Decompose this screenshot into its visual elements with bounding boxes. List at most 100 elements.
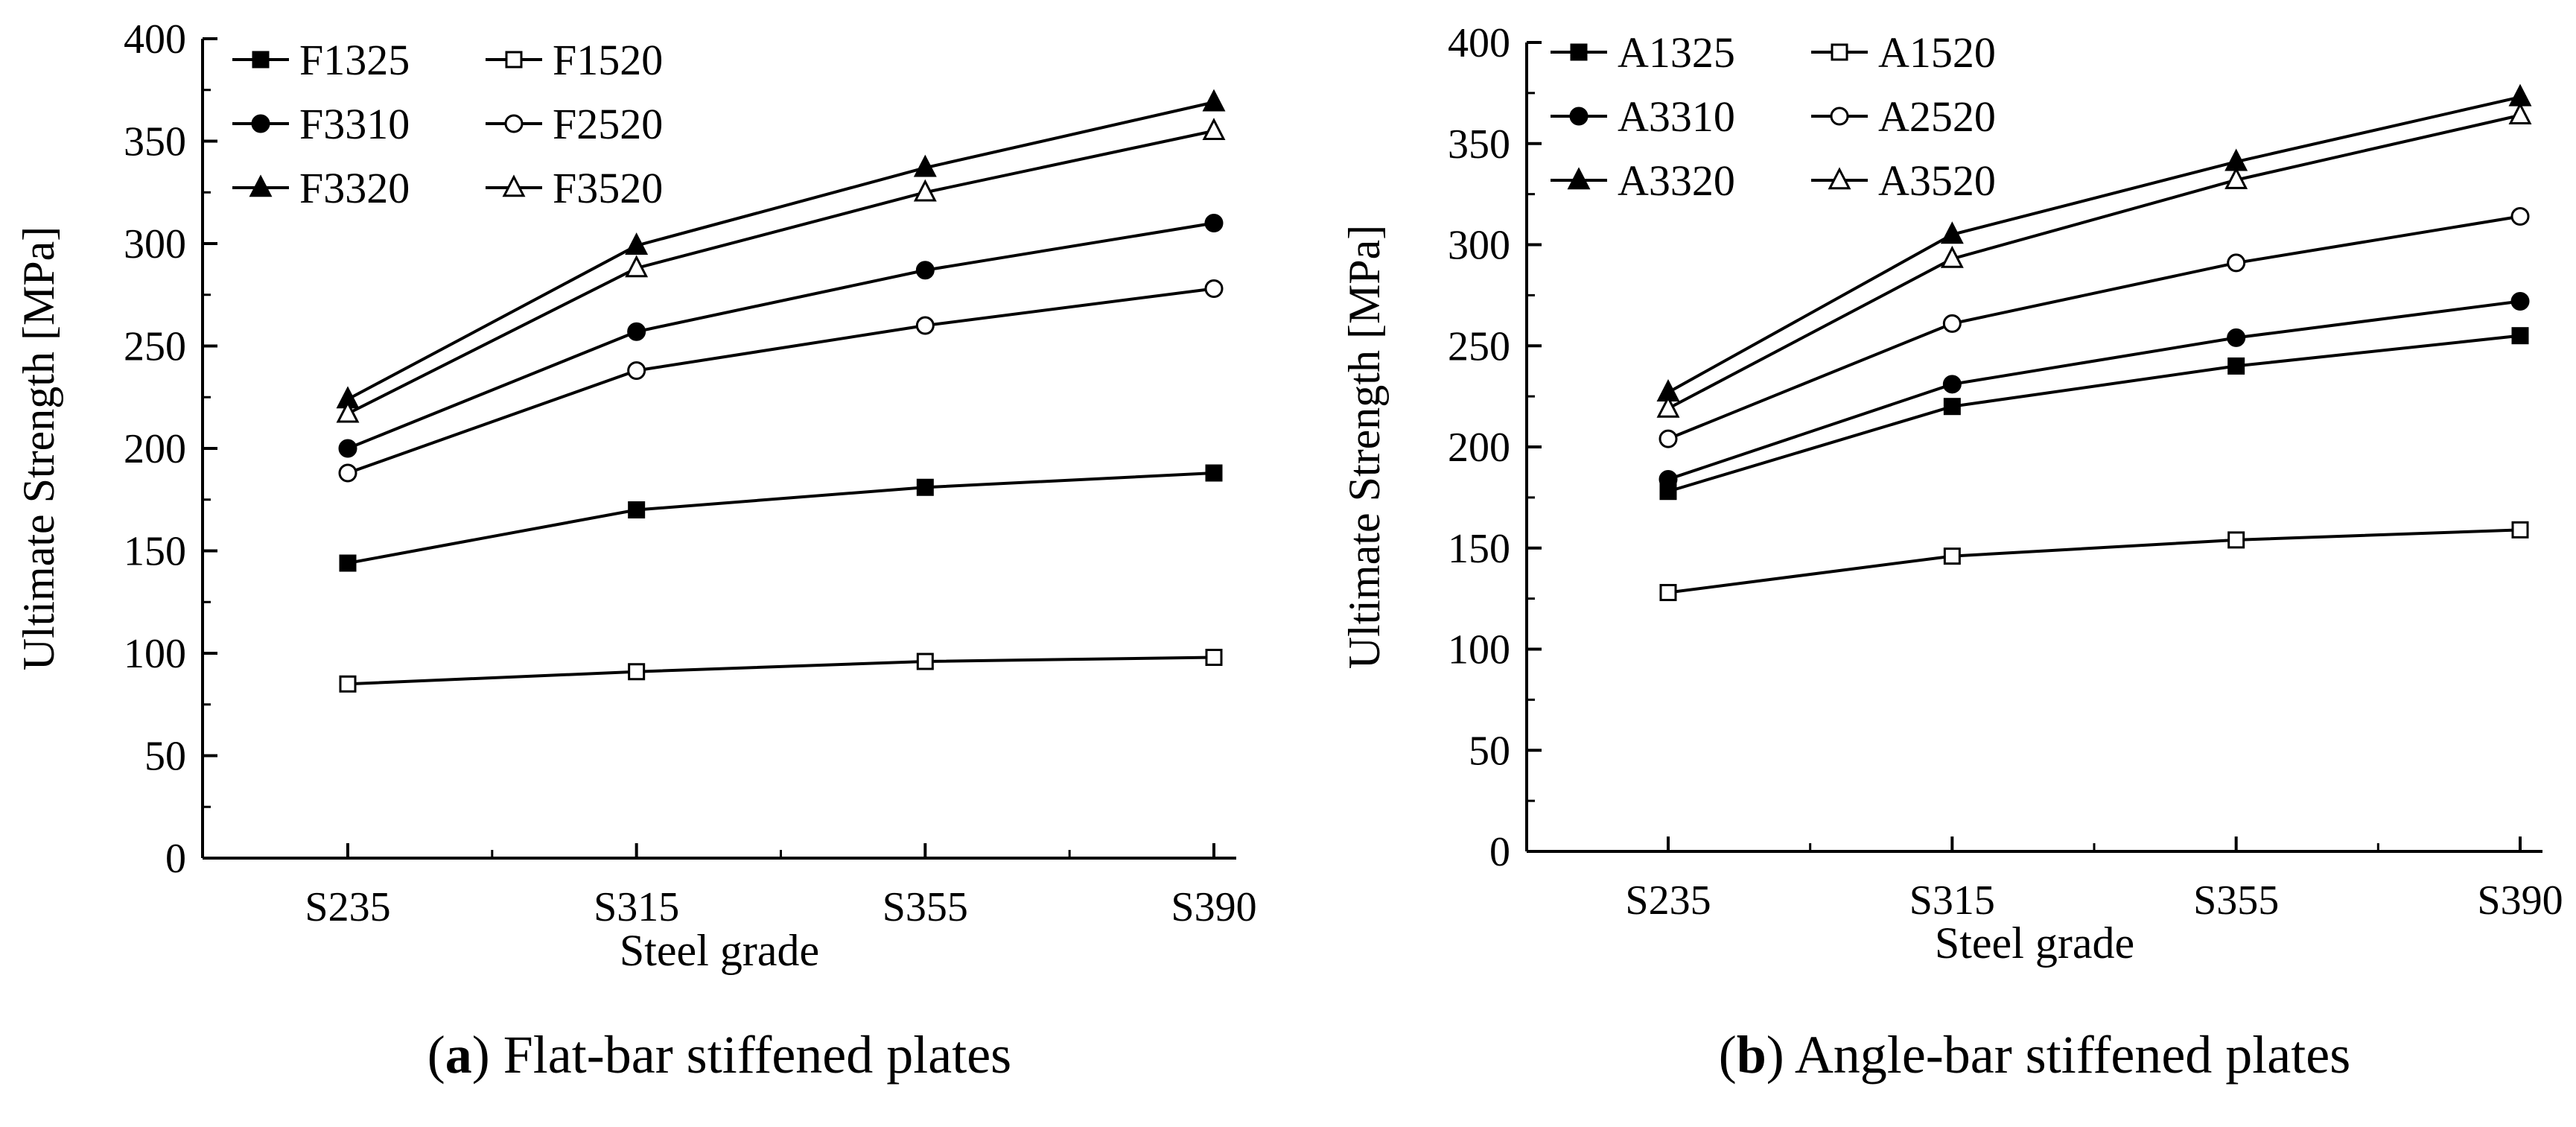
legend-marker-triangle bbox=[249, 174, 273, 197]
data-point-F1325-S235 bbox=[339, 554, 357, 572]
y-tick-label: 350 bbox=[1448, 121, 1510, 168]
legend-label: A3520 bbox=[1878, 156, 1996, 205]
panel-caption: (a) Flat-bar stiffened plates bbox=[427, 1025, 1011, 1085]
legend-item-A3520: A3520 bbox=[1811, 156, 1996, 205]
legend-marker-triangle bbox=[1567, 167, 1591, 190]
panel-a-flat-bar-chart: 0 50 100 150 200 250 300 350 400 S235 S315 S355 S390… bbox=[14, 16, 1257, 1085]
data-point-F2520-S315 bbox=[627, 361, 646, 380]
y-tick-label: 0 bbox=[1489, 829, 1510, 875]
y-tick-label: 100 bbox=[124, 631, 186, 677]
legend-label: F3310 bbox=[299, 100, 410, 148]
data-point-F3310-S355 bbox=[915, 261, 935, 280]
x-tick-label: S355 bbox=[2193, 877, 2279, 924]
y-tick-label: 100 bbox=[1448, 627, 1510, 673]
data-point-F3520-S355 bbox=[913, 179, 937, 202]
data-point-A3310-S235 bbox=[1659, 469, 1678, 489]
y-tick-label: 400 bbox=[124, 16, 186, 63]
x-tick-label: S390 bbox=[1171, 884, 1256, 930]
caption-letter: b bbox=[1737, 1025, 1766, 1085]
legend-label: F1520 bbox=[553, 36, 663, 84]
series-F3520 bbox=[336, 118, 1226, 423]
data-point-F3520-S235 bbox=[336, 400, 360, 423]
legend-label: A2520 bbox=[1878, 92, 1996, 141]
legend-label: A1520 bbox=[1878, 28, 1996, 77]
series-line-F1325 bbox=[347, 472, 1215, 565]
series-F1520 bbox=[339, 649, 1223, 693]
data-point-A3520-S315 bbox=[1940, 245, 1964, 268]
data-point-F1520-S390 bbox=[1205, 649, 1223, 666]
legend-item-A3310: A3310 bbox=[1551, 92, 1735, 141]
data-point-F3310-S235 bbox=[338, 439, 357, 458]
y-tick-label: 250 bbox=[124, 324, 186, 370]
caption-paren-open: ( bbox=[427, 1025, 445, 1085]
caption-paren-close: ) bbox=[1766, 1025, 1795, 1085]
data-point-A3520-S390 bbox=[2508, 102, 2532, 125]
data-point-A3310-S355 bbox=[2227, 328, 2246, 347]
panel-caption: (b) Angle-bar stiffened plates bbox=[1719, 1025, 2350, 1085]
data-point-F2520-S235 bbox=[338, 463, 357, 483]
data-point-A2520-S315 bbox=[1942, 314, 1962, 333]
x-tick-label: S390 bbox=[2477, 877, 2563, 924]
data-point-A3320-S315 bbox=[1940, 221, 1964, 244]
data-point-F1325-S315 bbox=[628, 501, 646, 518]
legend-item-F3320: F3320 bbox=[232, 164, 410, 212]
data-point-A3520-S235 bbox=[1656, 395, 1680, 418]
data-point-F2520-S355 bbox=[915, 316, 935, 335]
y-axis-title: Ultimate Strength [MPa] bbox=[14, 226, 63, 671]
data-point-A2520-S355 bbox=[2227, 253, 2246, 273]
y-tick-label: 200 bbox=[124, 426, 186, 472]
data-point-F1325-S390 bbox=[1205, 464, 1223, 482]
data-point-A3310-S390 bbox=[2510, 292, 2530, 311]
data-point-F1325-S355 bbox=[916, 478, 934, 496]
legend-marker-triangle bbox=[1828, 167, 1851, 190]
data-point-F2520-S390 bbox=[1204, 279, 1224, 298]
legend-item-A2520: A2520 bbox=[1811, 92, 1996, 141]
series-line-A3310 bbox=[1667, 299, 2521, 481]
legend-label: F2520 bbox=[553, 100, 663, 148]
legend: F1325 F1520 F3310 F2520 F3320 F3520 bbox=[232, 36, 663, 212]
data-point-A1325-S315 bbox=[1943, 398, 1961, 416]
data-point-F3520-S390 bbox=[1202, 118, 1226, 141]
legend-item-F3520: F3520 bbox=[486, 164, 663, 212]
legend-marker-square bbox=[1831, 43, 1848, 61]
data-point-A2520-S235 bbox=[1659, 429, 1678, 448]
y-tick-label: 350 bbox=[124, 119, 186, 165]
data-point-A2520-S390 bbox=[2510, 206, 2530, 226]
data-point-A3310-S315 bbox=[1942, 375, 1962, 394]
series-line-A3520 bbox=[1667, 113, 2521, 410]
x-tick-label: S235 bbox=[1625, 877, 1711, 924]
x-tick-label: S355 bbox=[882, 884, 968, 930]
series-line-F3310 bbox=[347, 221, 1215, 450]
y-tick-label: 300 bbox=[1448, 223, 1510, 269]
legend-item-A3320: A3320 bbox=[1551, 156, 1735, 205]
series-F1325 bbox=[339, 464, 1223, 572]
x-tick-label: S235 bbox=[305, 884, 390, 930]
data-point-A1325-S355 bbox=[2227, 357, 2245, 375]
y-tick-label: 250 bbox=[1448, 323, 1510, 369]
legend-marker-square bbox=[505, 51, 523, 69]
legend-item-A1520: A1520 bbox=[1811, 28, 1996, 77]
legend-marker-square bbox=[1570, 43, 1588, 61]
data-point-A1520-S390 bbox=[2511, 521, 2529, 539]
y-tick-label: 200 bbox=[1448, 425, 1510, 471]
legend-item-A1325: A1325 bbox=[1551, 28, 1735, 77]
series-line-A1325 bbox=[1667, 334, 2521, 493]
series-line-F2520 bbox=[347, 287, 1215, 474]
x-tick-label: S315 bbox=[594, 884, 679, 930]
y-tick-label: 400 bbox=[1448, 20, 1510, 66]
legend-item-F1520: F1520 bbox=[486, 36, 663, 84]
legend-label: A3320 bbox=[1618, 156, 1735, 205]
panel-b-angle-bar-chart: 0 50 100 150 200 250 300 350 400 S235 S315 S355 S390… bbox=[1340, 20, 2563, 1085]
series-A1520 bbox=[1659, 521, 2529, 601]
series-line-F1520 bbox=[347, 655, 1215, 686]
legend-item-F3310: F3310 bbox=[232, 100, 410, 148]
caption-text: Flat-bar stiffened plates bbox=[503, 1025, 1011, 1085]
data-point-F1520-S355 bbox=[916, 653, 934, 670]
series-line-A3320 bbox=[1667, 95, 2521, 394]
series-A3520 bbox=[1656, 102, 2532, 418]
x-tick-label: S315 bbox=[1909, 877, 1995, 924]
data-point-F3310-S315 bbox=[627, 322, 646, 341]
series-A1325 bbox=[1659, 327, 2529, 501]
series-line-F3320 bbox=[347, 101, 1215, 401]
y-axis-title: Ultimate Strength [MPa] bbox=[1340, 225, 1389, 670]
